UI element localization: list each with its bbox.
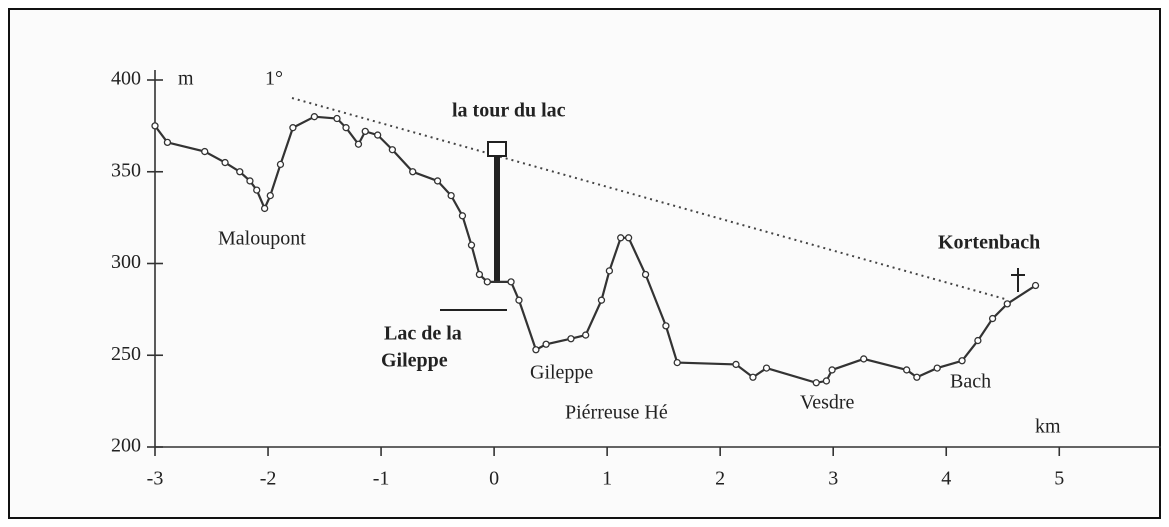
point (374, 131, 382, 139)
point (475, 270, 484, 279)
point (333, 114, 341, 123)
point (276, 160, 285, 169)
y-tick-label: 350 (111, 159, 141, 181)
x-axis-label: km (1035, 416, 1061, 438)
point (388, 146, 397, 154)
point (828, 366, 836, 374)
annotation: Gileppe (381, 350, 448, 372)
point (597, 296, 606, 304)
point (1003, 300, 1011, 308)
point (507, 278, 515, 286)
point (641, 270, 650, 279)
y-tick-label: 200 (111, 435, 141, 457)
annotation: Vesdre (800, 392, 855, 414)
point (812, 379, 820, 387)
frame (8, 8, 1161, 519)
point (409, 168, 417, 176)
point (266, 191, 274, 200)
point (542, 340, 550, 348)
x-tick-label: 0 (489, 468, 499, 490)
point (458, 212, 467, 220)
point (732, 360, 740, 369)
y-tick-label: 400 (111, 68, 141, 90)
point (567, 335, 575, 343)
point (151, 122, 159, 130)
point (201, 147, 209, 156)
annotation: 1° (265, 68, 283, 90)
point (532, 346, 540, 354)
point (467, 241, 476, 249)
point (913, 373, 921, 381)
point (617, 234, 625, 242)
point (974, 336, 982, 345)
annotation: Piérreuse Hé (565, 402, 668, 424)
point (246, 177, 254, 185)
point (582, 331, 590, 339)
annotation: la tour du lac (452, 100, 566, 122)
point (289, 124, 297, 132)
x-tick-label: 3 (828, 468, 838, 490)
point (515, 296, 523, 304)
point (673, 358, 681, 367)
x-tick-label: -3 (147, 468, 164, 490)
point (988, 314, 997, 323)
point (933, 364, 941, 372)
point (342, 124, 350, 132)
y-tick-label: 300 (111, 251, 141, 273)
point (822, 377, 831, 385)
point (662, 322, 670, 330)
point (903, 366, 911, 374)
point (605, 267, 614, 275)
point (310, 113, 319, 121)
annotation: Bach (950, 371, 991, 393)
point (624, 234, 633, 242)
point (260, 204, 269, 213)
x-tick-label: -1 (373, 468, 390, 490)
tower-top (487, 141, 507, 157)
annotation: Lac de la (384, 323, 462, 345)
point (221, 158, 229, 167)
annotation: Maloupont (218, 228, 306, 250)
annotation: Kortenbach (938, 232, 1040, 254)
y-axis-label: m (178, 68, 194, 90)
point (163, 138, 172, 147)
point (762, 364, 771, 372)
x-tick-label: 1 (602, 468, 612, 490)
point (958, 357, 966, 365)
y-tick-label: 250 (111, 343, 141, 365)
point (253, 186, 261, 194)
point (1031, 281, 1040, 290)
annotation: Gileppe (530, 362, 593, 384)
point (749, 373, 757, 381)
point (433, 177, 442, 185)
x-tick-label: -2 (260, 468, 277, 490)
x-tick-label: 2 (715, 468, 725, 490)
point (354, 140, 363, 148)
point (860, 355, 868, 363)
point (236, 168, 244, 176)
point (361, 127, 369, 136)
point (483, 278, 491, 286)
point (447, 191, 455, 200)
x-tick-label: 4 (941, 468, 951, 490)
x-tick-label: 5 (1054, 468, 1064, 490)
